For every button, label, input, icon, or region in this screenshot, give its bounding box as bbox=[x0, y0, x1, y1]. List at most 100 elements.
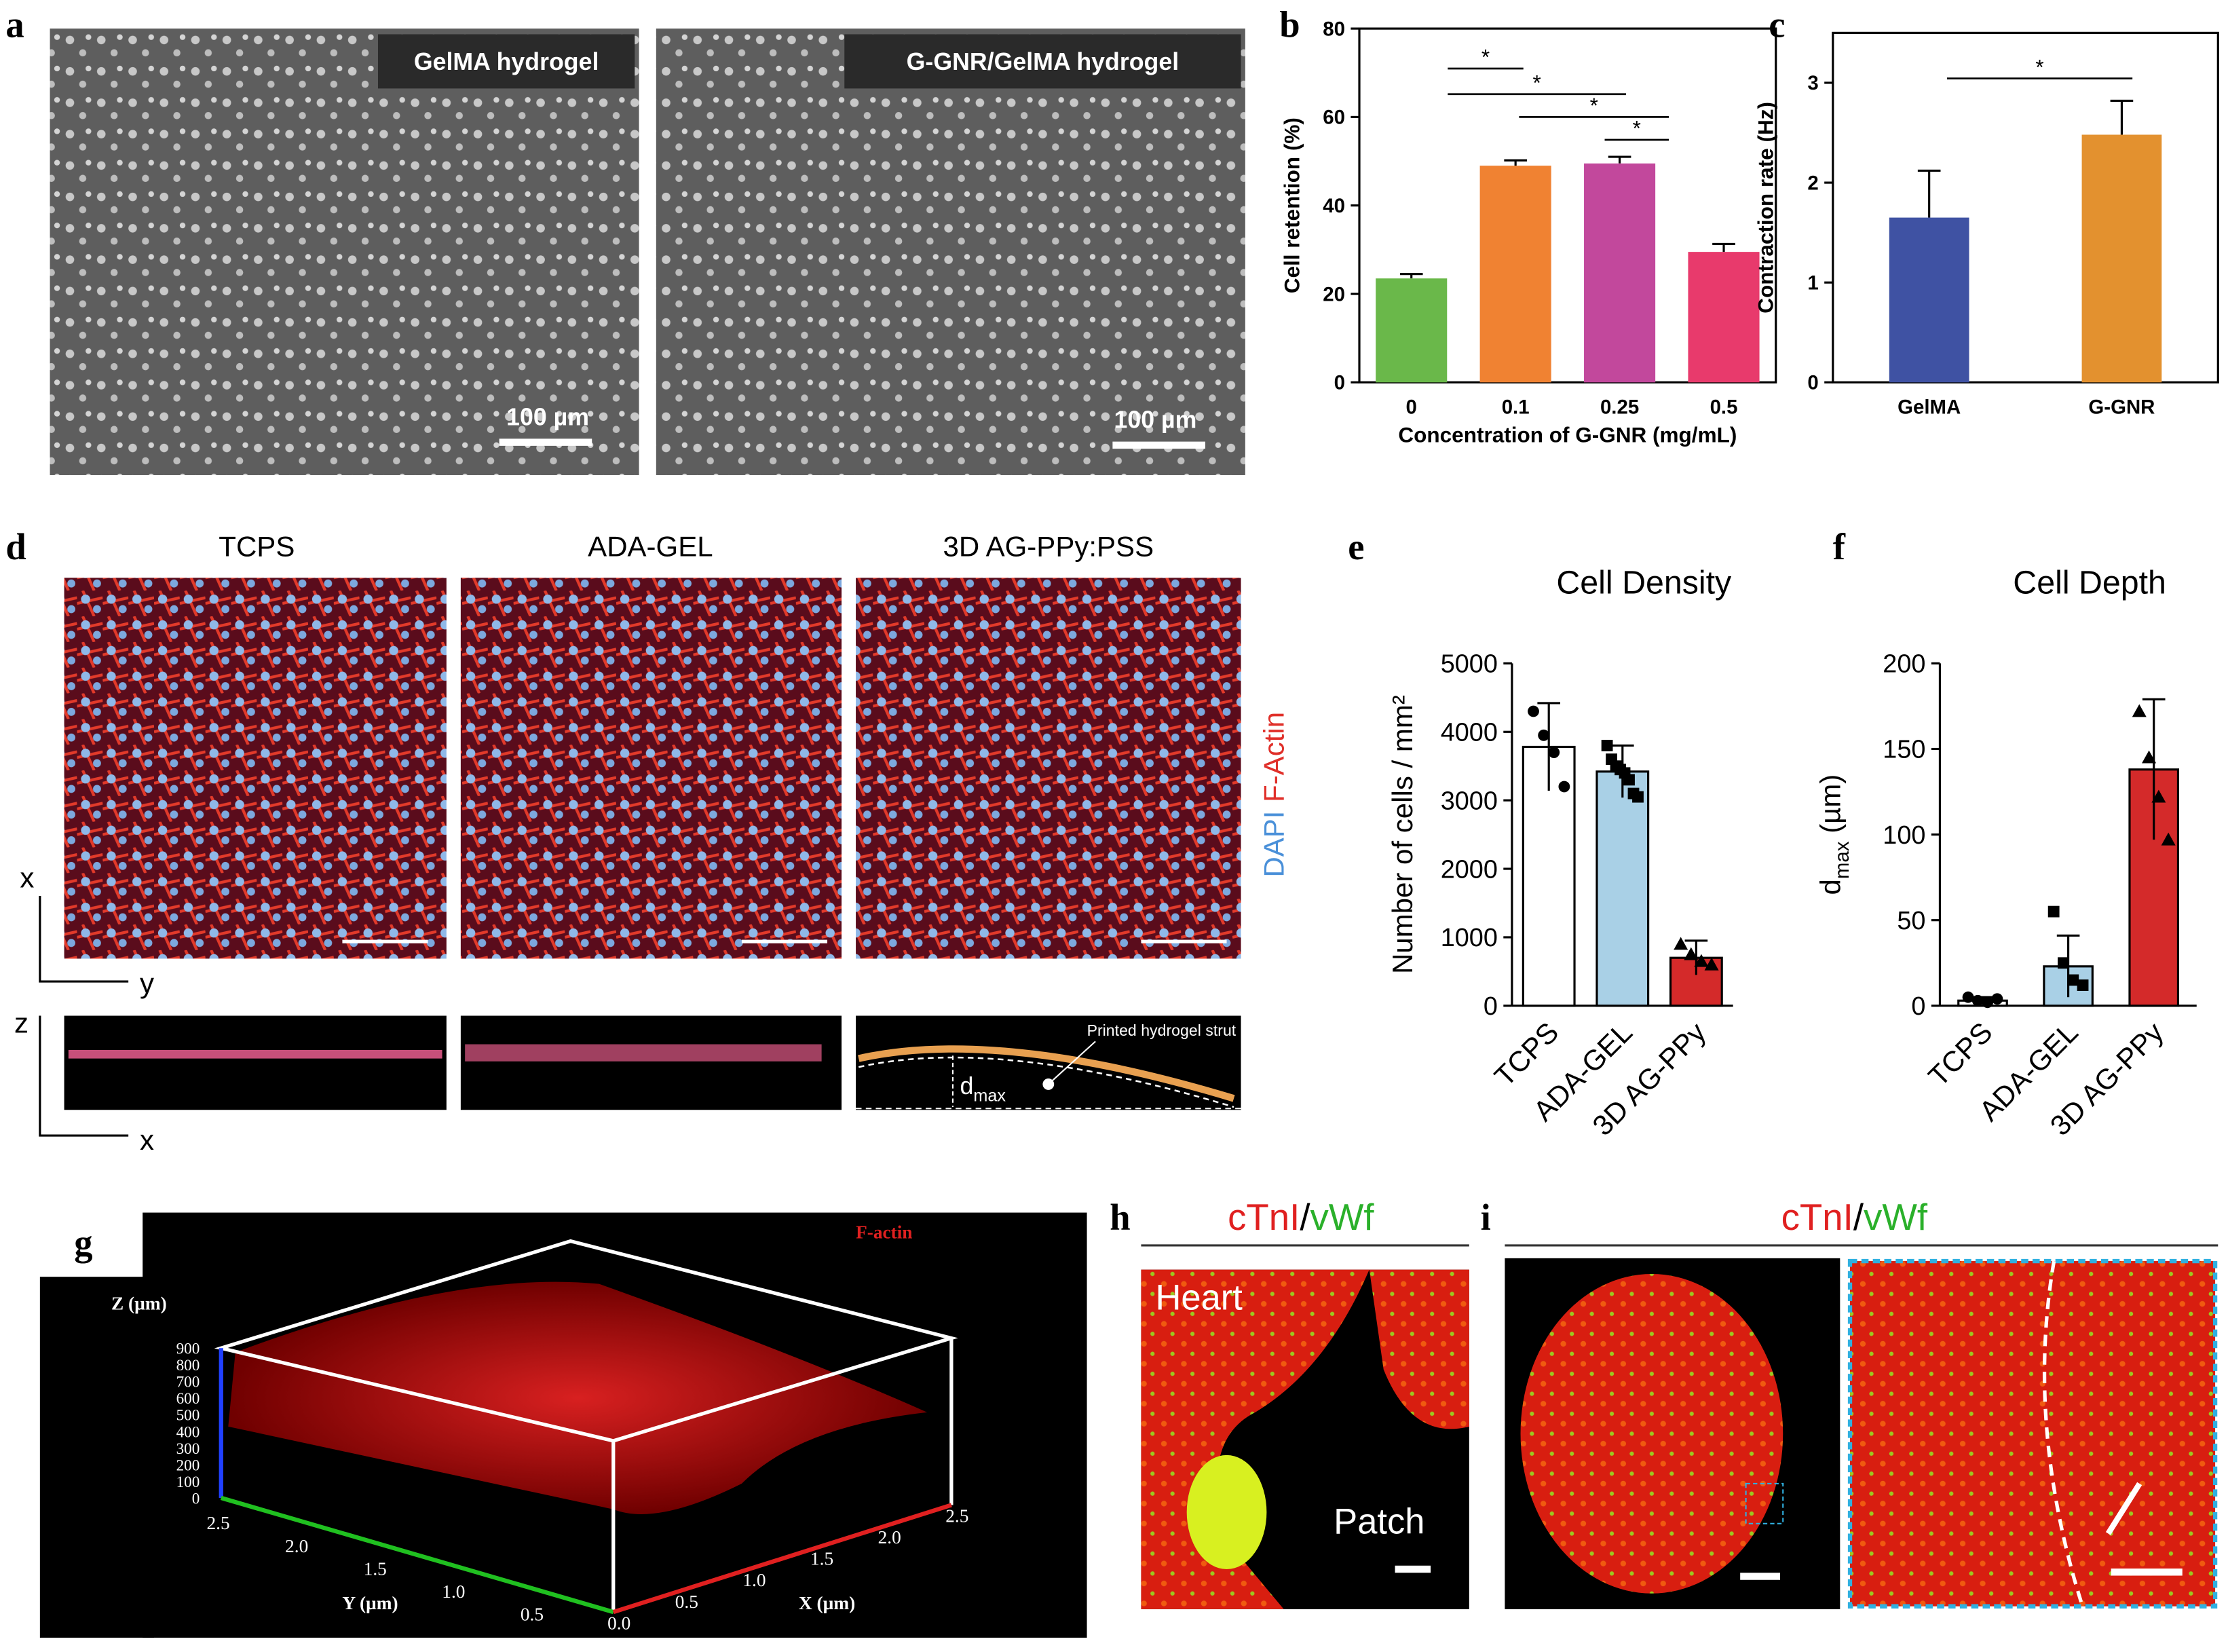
zoom-box bbox=[1745, 1482, 1784, 1524]
point bbox=[2067, 974, 2079, 986]
axis-arrows bbox=[39, 1015, 129, 1137]
cell-layer bbox=[465, 1044, 822, 1062]
y-tick-label: 0 bbox=[1807, 372, 1818, 394]
z-tick-label: 0 bbox=[192, 1489, 200, 1507]
z-tick-label: 600 bbox=[176, 1389, 200, 1407]
y-axis-label-main: Contraction rate (Hz) bbox=[1754, 102, 1778, 314]
strut-label: Printed hydrogel strut bbox=[1087, 1021, 1236, 1039]
bar bbox=[1688, 252, 1760, 383]
y-axis-label-sub: max bbox=[1831, 841, 1853, 879]
y-tick-label: 2.5 bbox=[207, 1513, 230, 1533]
y-tick-label: 2000 bbox=[1441, 855, 1498, 884]
y-tick-label: 1.0 bbox=[442, 1581, 465, 1602]
cross-section bbox=[460, 1015, 842, 1110]
axis-label: X (µm) bbox=[799, 1593, 855, 1613]
scale-label: 100 µm bbox=[506, 403, 589, 430]
point bbox=[1704, 957, 1719, 971]
y-tick-label: 3000 bbox=[1441, 787, 1498, 815]
dmax-d: d bbox=[960, 1072, 974, 1100]
point bbox=[1684, 947, 1699, 960]
y-axis-label: Contraction rate (Hz) bbox=[1754, 102, 1778, 314]
chart: 0 20 40 60 80 0 0.1 0.25 0.5 * * * * Concentration of… bbox=[1280, 18, 1777, 447]
point bbox=[1971, 994, 1984, 1007]
micrograph bbox=[856, 578, 1241, 959]
y-tick-label: 5000 bbox=[1441, 650, 1498, 679]
image-title: ADA-GEL bbox=[588, 531, 713, 563]
panel-letter: c bbox=[1769, 4, 1785, 45]
strut-outline bbox=[858, 1056, 1234, 1108]
x-tick-label: 0.0 bbox=[607, 1613, 630, 1633]
arrow bbox=[2105, 1482, 2142, 1535]
point bbox=[1558, 781, 1570, 793]
axis-letter: z bbox=[14, 1007, 29, 1039]
panel-letter: f bbox=[1833, 526, 1846, 567]
x-tick-label: G-GNR bbox=[2088, 396, 2155, 419]
x-tick-label: GelMA bbox=[1897, 396, 1961, 419]
point bbox=[2151, 789, 2166, 803]
y-tick-label: 150 bbox=[1883, 736, 1925, 764]
y-axis-label: dmax (µm) bbox=[1814, 774, 1853, 895]
border-line bbox=[2042, 1260, 2085, 1607]
point bbox=[2142, 750, 2157, 764]
stain-title: cTnI/vWf bbox=[1781, 1197, 1928, 1238]
significance-star: * bbox=[1533, 70, 1541, 94]
stain2: vWf bbox=[1864, 1197, 1928, 1238]
separator: / bbox=[1853, 1197, 1864, 1238]
significance-star: * bbox=[1481, 45, 1490, 69]
point bbox=[1538, 729, 1550, 741]
point bbox=[2077, 979, 2089, 991]
y-axis bbox=[220, 1495, 614, 1615]
axis-letter: x bbox=[140, 1124, 154, 1156]
label-box bbox=[377, 34, 635, 89]
y-tick-label: 40 bbox=[1323, 195, 1345, 217]
point bbox=[2047, 905, 2060, 918]
micrograph bbox=[656, 29, 1245, 475]
z-tick-label: 200 bbox=[176, 1456, 200, 1473]
x-tick-label: 0.5 bbox=[675, 1592, 698, 1612]
x-tick-label: 1.0 bbox=[742, 1570, 766, 1590]
z-tick-label: 400 bbox=[176, 1423, 200, 1440]
x-tick-label: 0 bbox=[1406, 396, 1417, 419]
z-tick-label: 900 bbox=[176, 1340, 200, 1357]
panel-h: cTnI/vWf Heart Patch bbox=[1141, 1197, 1469, 1609]
zoom-image bbox=[1847, 1258, 2218, 1609]
point bbox=[1548, 747, 1560, 758]
cross-section bbox=[856, 1015, 1241, 1110]
bar bbox=[1584, 163, 1656, 383]
panel-letter: b bbox=[1279, 4, 1300, 45]
stain-title: cTnI/vWf bbox=[1228, 1197, 1374, 1238]
axis-arrows bbox=[39, 895, 129, 983]
x-tick-label: TCPS bbox=[1922, 1016, 1998, 1092]
point bbox=[1962, 991, 1974, 1003]
y-tick-label: 200 bbox=[1883, 650, 1925, 679]
panel-g: F-actin Z (µm) Y (µm) X (µm) 01002003004… bbox=[39, 1212, 1087, 1638]
region-label: Patch bbox=[1334, 1501, 1424, 1541]
axis-letter: y bbox=[140, 967, 154, 999]
chart-title: Cell Density bbox=[1556, 564, 1732, 601]
panel-d: TCPS ADA-GEL 3D AG-PPy:PSS DAPI F-Actin P… bbox=[14, 531, 1290, 1156]
panel-letter: h bbox=[1110, 1197, 1130, 1238]
micrograph bbox=[460, 578, 842, 959]
panel-letter: g bbox=[74, 1222, 92, 1264]
cell-layer bbox=[68, 1049, 442, 1059]
heart-tissue bbox=[1369, 1269, 1469, 1429]
z-tick-label: 700 bbox=[176, 1373, 200, 1391]
cell-layer bbox=[858, 1045, 1235, 1102]
stain-actin: F-Actin bbox=[1258, 712, 1290, 802]
bar bbox=[1889, 217, 1969, 383]
point bbox=[2161, 832, 2176, 846]
y-tick-label: 60 bbox=[1323, 107, 1345, 129]
stain1: cTnI bbox=[1228, 1197, 1300, 1238]
bar bbox=[1596, 770, 1650, 1007]
panel-a: GelMA hydrogel G-GNR/GelMA hydrogel 100 … bbox=[50, 29, 1245, 475]
panel-letter: i bbox=[1481, 1197, 1491, 1238]
x-tick-label: 1.5 bbox=[810, 1549, 833, 1569]
point bbox=[2132, 704, 2147, 717]
plot-frame bbox=[1832, 31, 2219, 383]
bounding-box bbox=[214, 1239, 958, 1613]
y-tick-label: 80 bbox=[1323, 18, 1345, 40]
y-tick-label: 50 bbox=[1897, 907, 1925, 935]
